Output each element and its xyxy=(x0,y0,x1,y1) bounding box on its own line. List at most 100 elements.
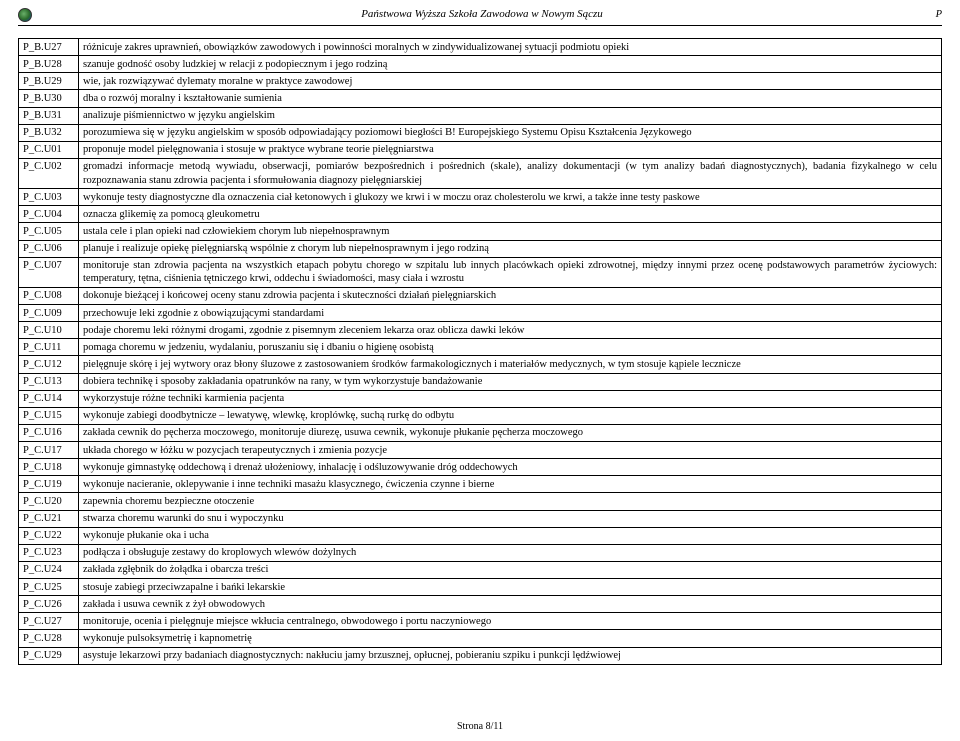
outcome-description: monitoruje, ocenia i pielęgnuje miejsce … xyxy=(79,613,942,630)
outcome-description: proponuje model pielęgnowania i stosuje … xyxy=(79,141,942,158)
outcome-code: P_C.U12 xyxy=(19,356,79,373)
outcome-code: P_C.U16 xyxy=(19,424,79,441)
outcome-code: P_C.U23 xyxy=(19,544,79,561)
table-row: P_C.U19wykonuje nacieranie, oklepywanie … xyxy=(19,476,942,493)
outcome-description: planuje i realizuje opiekę pielęgniarską… xyxy=(79,240,942,257)
table-row: P_C.U24zakłada zgłębnik do żołądka i oba… xyxy=(19,561,942,578)
institution-logo-icon xyxy=(18,8,32,22)
outcome-description: monitoruje stan zdrowia pacjenta na wszy… xyxy=(79,257,942,287)
table-row: P_C.U21stwarza choremu warunki do snu i … xyxy=(19,510,942,527)
institution-name: Państwowa Wyższa Szkoła Zawodowa w Nowym… xyxy=(36,8,928,22)
table-row: P_C.U07monitoruje stan zdrowia pacjenta … xyxy=(19,257,942,287)
outcome-code: P_C.U13 xyxy=(19,373,79,390)
page-header: Państwowa Wyższa Szkoła Zawodowa w Nowym… xyxy=(18,8,942,26)
outcome-description: gromadzi informacje metodą wywiadu, obse… xyxy=(79,158,942,188)
outcome-description: zakłada i usuwa cewnik z żył obwodowych xyxy=(79,596,942,613)
outcome-code: P_C.U09 xyxy=(19,305,79,322)
outcome-description: stwarza choremu warunki do snu i wypoczy… xyxy=(79,510,942,527)
outcome-code: P_B.U27 xyxy=(19,39,79,56)
table-row: P_C.U08dokonuje bieżącej i końcowej ocen… xyxy=(19,287,942,304)
outcome-description: wykorzystuje różne techniki karmienia pa… xyxy=(79,390,942,407)
outcome-code: P_C.U26 xyxy=(19,596,79,613)
outcome-code: P_C.U05 xyxy=(19,223,79,240)
table-row: P_C.U17układa chorego w łóżku w pozycjac… xyxy=(19,442,942,459)
table-row: P_C.U10podaje choremu leki różnymi droga… xyxy=(19,322,942,339)
table-row: P_C.U16zakłada cewnik do pęcherza moczow… xyxy=(19,424,942,441)
table-row: P_C.U20zapewnia choremu bezpieczne otocz… xyxy=(19,493,942,510)
table-row: P_C.U02gromadzi informacje metodą wywiad… xyxy=(19,158,942,188)
outcome-code: P_C.U18 xyxy=(19,459,79,476)
table-row: P_B.U30dba o rozwój moralny i kształtowa… xyxy=(19,90,942,107)
outcome-description: stosuje zabiegi przeciwzapalne i bańki l… xyxy=(79,579,942,596)
outcome-code: P_B.U29 xyxy=(19,73,79,90)
outcome-code: P_C.U02 xyxy=(19,158,79,188)
outcome-description: asystuje lekarzowi przy badaniach diagno… xyxy=(79,647,942,664)
outcome-code: P_B.U31 xyxy=(19,107,79,124)
outcome-code: P_C.U14 xyxy=(19,390,79,407)
table-row: P_C.U12pielęgnuje skórę i jej wytwory or… xyxy=(19,356,942,373)
table-row: P_C.U29asystuje lekarzowi przy badaniach… xyxy=(19,647,942,664)
outcome-code: P_C.U11 xyxy=(19,339,79,356)
outcome-code: P_C.U22 xyxy=(19,527,79,544)
outcome-description: zakłada zgłębnik do żołądka i obarcza tr… xyxy=(79,561,942,578)
table-row: P_C.U23podłącza i obsługuje zestawy do k… xyxy=(19,544,942,561)
outcome-description: układa chorego w łóżku w pozycjach terap… xyxy=(79,442,942,459)
outcome-code: P_C.U06 xyxy=(19,240,79,257)
table-row: P_C.U11pomaga choremu w jedzeniu, wydala… xyxy=(19,339,942,356)
table-row: P_C.U25stosuje zabiegi przeciwzapalne i … xyxy=(19,579,942,596)
outcome-description: analizuje piśmiennictwo w języku angiels… xyxy=(79,107,942,124)
outcome-description: zapewnia choremu bezpieczne otoczenie xyxy=(79,493,942,510)
outcome-code: P_C.U07 xyxy=(19,257,79,287)
outcome-code: P_B.U30 xyxy=(19,90,79,107)
table-row: P_C.U05ustala cele i plan opieki nad czł… xyxy=(19,223,942,240)
outcomes-table: P_B.U27różnicuje zakres uprawnień, obowi… xyxy=(18,38,942,665)
table-row: P_C.U27monitoruje, ocenia i pielęgnuje m… xyxy=(19,613,942,630)
outcome-code: P_C.U03 xyxy=(19,189,79,206)
table-row: P_B.U28szanuje godność osoby ludzkiej w … xyxy=(19,56,942,73)
table-row: P_C.U04oznacza glikemię za pomocą gleuko… xyxy=(19,206,942,223)
outcome-code: P_C.U20 xyxy=(19,493,79,510)
outcome-description: wykonuje gimnastykę oddechową i drenaż u… xyxy=(79,459,942,476)
table-row: P_C.U09przechowuje leki zgodnie z obowią… xyxy=(19,305,942,322)
table-row: P_C.U15wykonuje zabiegi doodbytnicze – l… xyxy=(19,407,942,424)
table-row: P_C.U14wykorzystuje różne techniki karmi… xyxy=(19,390,942,407)
outcome-code: P_C.U08 xyxy=(19,287,79,304)
outcome-description: różnicuje zakres uprawnień, obowiązków z… xyxy=(79,39,942,56)
outcome-description: dba o rozwój moralny i kształtowanie sum… xyxy=(79,90,942,107)
outcome-description: wie, jak rozwiązywać dylematy moralne w … xyxy=(79,73,942,90)
table-row: P_C.U13dobiera technikę i sposoby zakład… xyxy=(19,373,942,390)
outcome-description: przechowuje leki zgodnie z obowiązującym… xyxy=(79,305,942,322)
outcome-code: P_C.U21 xyxy=(19,510,79,527)
outcome-description: pielęgnuje skórę i jej wytwory oraz błon… xyxy=(79,356,942,373)
outcome-code: P_C.U28 xyxy=(19,630,79,647)
table-row: P_C.U03wykonuje testy diagnostyczne dla … xyxy=(19,189,942,206)
table-row: P_B.U29wie, jak rozwiązywać dylematy mor… xyxy=(19,73,942,90)
outcome-description: porozumiewa się w języku angielskim w sp… xyxy=(79,124,942,141)
outcome-description: podaje choremu leki różnymi drogami, zgo… xyxy=(79,322,942,339)
outcome-code: P_C.U17 xyxy=(19,442,79,459)
outcome-description: wykonuje testy diagnostyczne dla oznacze… xyxy=(79,189,942,206)
outcome-description: wykonuje płukanie oka i ucha xyxy=(79,527,942,544)
outcome-code: P_C.U10 xyxy=(19,322,79,339)
table-row: P_C.U01proponuje model pielęgnowania i s… xyxy=(19,141,942,158)
table-row: P_B.U32porozumiewa się w języku angielsk… xyxy=(19,124,942,141)
outcome-description: zakłada cewnik do pęcherza moczowego, mo… xyxy=(79,424,942,441)
outcome-code: P_C.U15 xyxy=(19,407,79,424)
page-footer: Strona 8/11 xyxy=(0,721,960,734)
table-row: P_B.U27różnicuje zakres uprawnień, obowi… xyxy=(19,39,942,56)
outcome-description: wykonuje zabiegi doodbytnicze – lewatywę… xyxy=(79,407,942,424)
outcome-code: P_C.U25 xyxy=(19,579,79,596)
outcome-description: dobiera technikę i sposoby zakładania op… xyxy=(79,373,942,390)
outcome-code: P_C.U24 xyxy=(19,561,79,578)
outcome-description: podłącza i obsługuje zestawy do kroplowy… xyxy=(79,544,942,561)
header-page-letter: P xyxy=(928,8,942,21)
outcome-code: P_C.U01 xyxy=(19,141,79,158)
outcome-description: wykonuje pulsoksymetrię i kapnometrię xyxy=(79,630,942,647)
outcome-description: wykonuje nacieranie, oklepywanie i inne … xyxy=(79,476,942,493)
outcome-description: pomaga choremu w jedzeniu, wydalaniu, po… xyxy=(79,339,942,356)
outcome-code: P_C.U29 xyxy=(19,647,79,664)
outcome-code: P_C.U04 xyxy=(19,206,79,223)
outcome-code: P_B.U28 xyxy=(19,56,79,73)
table-row: P_B.U31analizuje piśmiennictwo w języku … xyxy=(19,107,942,124)
table-row: P_C.U18wykonuje gimnastykę oddechową i d… xyxy=(19,459,942,476)
